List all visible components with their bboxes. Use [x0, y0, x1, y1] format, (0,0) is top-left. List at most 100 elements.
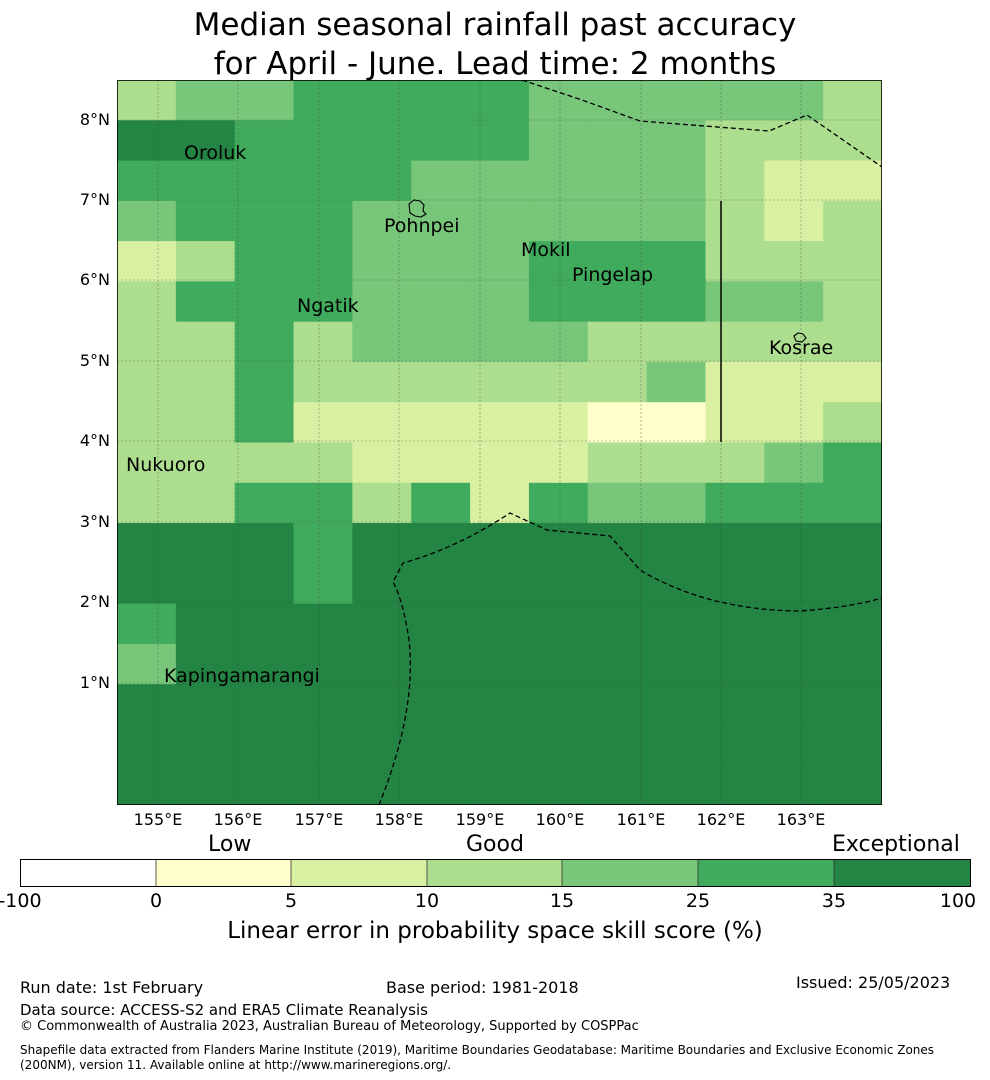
label-oroluk: Oroluk: [184, 142, 247, 164]
colorbar-segment-2: [156, 859, 291, 887]
grid-cell: [470, 200, 530, 242]
grid-cell: [528, 402, 589, 444]
grid-cell: [705, 281, 765, 323]
grid-cell: [293, 80, 353, 121]
colorbar-segment-4: [427, 859, 562, 887]
lat-tick-7n: 7°N: [79, 190, 110, 209]
grid-cell: [117, 643, 177, 685]
chart-title-line-2: for April - June. Lead time: 2 months: [213, 46, 777, 82]
grid-cell: [293, 684, 353, 726]
grid-cell: [117, 684, 177, 726]
grid-cell: [411, 402, 471, 444]
grid-cell: [234, 684, 295, 726]
lon-tick-157e: 157°E: [294, 810, 344, 829]
grid-cell: [705, 200, 765, 242]
label-pohnpei: Pohnpei: [384, 215, 460, 237]
base-period: Base period: 1981-2018: [386, 978, 579, 997]
grid-cell: [352, 200, 412, 242]
lat-tick-8n: 8°N: [79, 110, 110, 129]
grid-cell: [470, 482, 530, 524]
grid-cell: [117, 241, 177, 282]
lat-tick-6n: 6°N: [79, 270, 110, 289]
grid-cell: [528, 643, 589, 685]
grid-cell: [646, 160, 707, 202]
grid-cell: [528, 724, 589, 766]
grid-cell: [293, 321, 353, 363]
grid-cell: [117, 724, 177, 766]
grid-cell: [528, 361, 589, 403]
grid-cell: [117, 80, 177, 121]
grid-cell: [764, 80, 824, 121]
grid-cell: [352, 523, 412, 564]
grid-cell: [764, 241, 824, 282]
grid-cell: [587, 724, 648, 766]
grid-cell: [234, 402, 295, 444]
grid-cell: [411, 241, 471, 282]
lon-tick-158e: 158°E: [374, 810, 424, 829]
grid-cell: [587, 241, 648, 282]
lat-tick-3n: 3°N: [79, 512, 110, 531]
grid-cell: [470, 684, 530, 726]
colorbar-segment-7: [834, 859, 970, 887]
lat-tick-4n: 4°N: [79, 431, 110, 450]
grid-cell: [117, 482, 177, 524]
grid-cell: [234, 603, 295, 645]
grid-cell: [411, 200, 471, 242]
grid-cell: [293, 643, 353, 685]
grid-cell: [117, 563, 177, 605]
grid-cell: [175, 200, 236, 242]
grid-cell: [234, 361, 295, 403]
grid-cell: [705, 160, 765, 202]
grid-cell: [528, 241, 589, 282]
grid-cell: [117, 402, 177, 444]
grid-cell: [352, 80, 412, 121]
grid-cell: [175, 361, 236, 403]
grid-cell: [352, 281, 412, 323]
grid-cell: [528, 563, 589, 605]
grid-cell: [411, 643, 471, 685]
grid-cell: [646, 281, 707, 323]
grid-cell: [293, 442, 353, 484]
grid-cell: [528, 764, 589, 805]
grid-cell: [352, 361, 412, 403]
grid-cell: [823, 563, 882, 605]
grid-cell: [234, 643, 295, 685]
grid-cell: [411, 684, 471, 726]
grid-cell: [293, 724, 353, 766]
grid-cell: [293, 241, 353, 282]
grid-cell: [823, 160, 882, 202]
label-nukuoro: Nukuoro: [126, 454, 206, 476]
grid-cell: [175, 281, 236, 323]
grid-cell: [646, 241, 707, 282]
colorbar-category-low: Low: [208, 832, 252, 857]
grid-cell: [117, 120, 177, 162]
grid-cell: [528, 321, 589, 363]
lat-tick-1n: 1°N: [79, 673, 110, 692]
grid-cell: [764, 482, 824, 524]
grid-cell: [234, 563, 295, 605]
grid-cell: [470, 764, 530, 805]
grid-cell: [528, 200, 589, 242]
grid-cell: [646, 80, 707, 121]
grid-cell: [293, 402, 353, 444]
grid-cell: [646, 482, 707, 524]
grid-cell: [587, 482, 648, 524]
lon-tick-161e: 161°E: [616, 810, 666, 829]
grid-cell: [823, 643, 882, 685]
colorbar-segment-3: [291, 859, 427, 887]
label-kapingamarangi: Kapingamarangi: [164, 665, 320, 687]
grid-cell: [470, 361, 530, 403]
grid-cell: [587, 764, 648, 805]
grid-cell: [234, 160, 295, 202]
colorbar-tick-15: 15: [549, 890, 575, 912]
colorbar-segment-1: [20, 859, 156, 887]
grid-cell: [705, 724, 765, 766]
grid-cell: [234, 442, 295, 484]
colorbar-tick-35: 35: [821, 890, 847, 912]
grid-cell: [823, 120, 882, 162]
grid-cell: [646, 643, 707, 685]
colorbar-category-exceptional: Exceptional: [832, 832, 960, 857]
grid-cell: [175, 160, 236, 202]
skill-score-map: [117, 80, 882, 805]
grid-cell: [175, 603, 236, 645]
